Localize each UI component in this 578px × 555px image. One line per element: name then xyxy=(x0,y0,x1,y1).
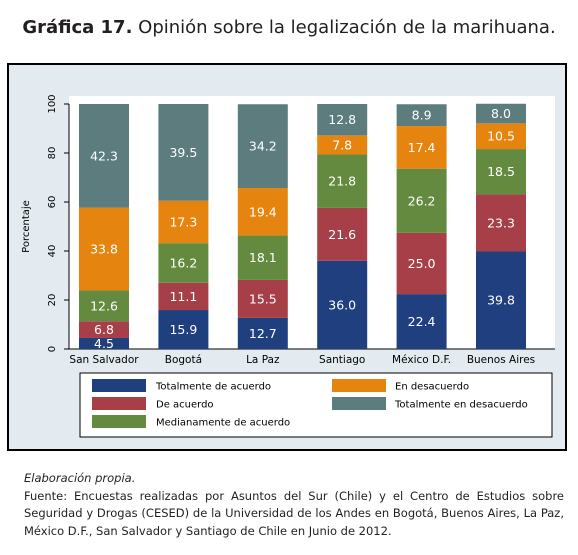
bar-medianamente-de-acuerdo-san-salvador xyxy=(79,290,129,322)
bar-totalmente-de-acuerdo-buenos-aires xyxy=(476,251,526,349)
x-tick-label: Santiago xyxy=(319,354,365,366)
bar-en-desacuerdo-buenos-aires xyxy=(476,123,526,150)
data-label: 15.5 xyxy=(249,291,277,306)
y-tick-label: 80 xyxy=(47,147,58,160)
legend-swatch-de-acuerdo xyxy=(92,397,146,410)
legend-swatch-totalmente-en-desacuerdo xyxy=(332,397,386,410)
data-label: 19.4 xyxy=(249,204,277,219)
legend-swatch-en-desacuerdo xyxy=(332,379,386,392)
bar-totalmente-de-acuerdo-santiago xyxy=(317,260,368,349)
elaboration-note: Elaboración propia. xyxy=(24,471,136,485)
bar-de-acuerdo-la-paz xyxy=(237,279,288,318)
stacked-bar-chart: 0 20 40 60 80 100 Porcentaje 4.56.8 12.6 33.8 42.3… xyxy=(21,94,555,438)
plot-area xyxy=(69,96,555,349)
data-label: 33.8 xyxy=(90,242,118,257)
chart-frame: 0 20 40 60 80 100 Porcentaje 4.5 6.8 12.6 33.8 42.3… xyxy=(7,63,567,451)
bar-totalmente-de-acuerdo-la-paz xyxy=(237,317,288,349)
data-label: 21.8 xyxy=(328,174,356,189)
data-label: 17.3 xyxy=(169,214,197,229)
y-tick-label: 20 xyxy=(47,294,58,307)
legend-label-totalmente-en-desacuerdo: Totalmente en desacuerdo xyxy=(394,400,528,411)
bar-totalmente-en-desacuerdo-mexico-d-f xyxy=(396,104,447,127)
y-axis-title: Porcentaje xyxy=(21,200,32,253)
bar-totalmente-en-desacuerdo-san-salvador xyxy=(79,104,129,208)
y-tick-label: 40 xyxy=(47,245,58,258)
data-label: 7.8 xyxy=(332,137,352,152)
data-label: 16.2 xyxy=(169,256,197,271)
bar-en-desacuerdo-san-salvador xyxy=(79,207,129,291)
data-label: 23.3 xyxy=(487,215,515,230)
figure-title: Gráfica 17. Opinión sobre la legalizació… xyxy=(0,17,578,38)
bar-de-acuerdo-bogota xyxy=(158,282,209,311)
bar-totalmente-de-acuerdo-bogota xyxy=(158,310,209,349)
data-label: 12.6 xyxy=(90,298,118,313)
figure-footer: Elaboración propia. Fuente: Encuestas re… xyxy=(24,470,564,540)
legend-swatch-totalmente-de-acuerdo xyxy=(92,379,146,392)
data-label: 21.6 xyxy=(328,227,356,242)
bar-de-acuerdo-mexico-d-f xyxy=(396,232,447,295)
bar-totalmente-en-desacuerdo-bogota xyxy=(158,104,209,201)
data-label: 17.4 xyxy=(408,140,436,155)
bar-totalmente-en-desacuerdo-buenos-aires xyxy=(476,103,526,124)
bar-en-desacuerdo-mexico-d-f xyxy=(396,126,447,169)
bar-medianamente-de-acuerdo-bogota xyxy=(158,243,209,283)
x-tick-label: México D.F. xyxy=(392,354,451,366)
data-label: 36.0 xyxy=(328,297,356,312)
source-note: Fuente: Encuestas realizadas por Asuntos… xyxy=(24,488,564,538)
data-label: 11.1 xyxy=(169,289,197,304)
data-label: 39.5 xyxy=(169,145,197,160)
bar-de-acuerdo-san-salvador xyxy=(79,321,129,338)
data-label: 34.2 xyxy=(249,139,277,154)
data-label: 12.8 xyxy=(328,112,356,127)
bar-medianamente-de-acuerdo-buenos-aires xyxy=(476,149,526,195)
data-label: 4.5 xyxy=(94,336,114,351)
data-label: 6.8 xyxy=(94,322,114,337)
figure-number: Gráfica 17. xyxy=(22,17,133,38)
bar-de-acuerdo-buenos-aires xyxy=(476,194,526,252)
data-label: 10.5 xyxy=(487,129,515,144)
bar-en-desacuerdo-la-paz xyxy=(237,188,288,236)
data-label: 8.0 xyxy=(491,106,511,121)
x-tick-label: Buenos Aires xyxy=(467,354,535,366)
data-label: 12.7 xyxy=(249,326,277,341)
y-tick-label: 60 xyxy=(47,196,58,209)
y-tick-label: 100 xyxy=(47,94,58,113)
legend-swatch-medianamente-de-acuerdo xyxy=(92,415,146,428)
bar-totalmente-de-acuerdo-mexico-d-f xyxy=(396,294,447,349)
figure-title-text: Opinión sobre la legalización de la mari… xyxy=(138,17,556,38)
legend-label-totalmente-de-acuerdo: Totalmente de acuerdo xyxy=(155,382,271,393)
bar-en-desacuerdo-santiago xyxy=(317,135,368,155)
data-label: 18.1 xyxy=(249,250,277,265)
legend-label-de-acuerdo: De acuerdo xyxy=(156,400,214,411)
legend-box xyxy=(79,372,553,438)
bar-totalmente-de-acuerdo-san-salvador xyxy=(79,337,129,349)
bar-totalmente-en-desacuerdo-la-paz xyxy=(237,104,288,189)
chart-legend: Totalmente de acuerdo En desacuerdo De acu… xyxy=(79,372,553,438)
x-tick-label: San Salvador xyxy=(69,354,139,366)
data-label: 26.2 xyxy=(408,193,436,208)
data-label: 22.4 xyxy=(408,314,436,329)
bar-medianamente-de-acuerdo-la-paz xyxy=(237,235,288,280)
bar-medianamente-de-acuerdo-santiago xyxy=(317,154,368,208)
data-label: 39.8 xyxy=(487,293,515,308)
bar-totalmente-en-desacuerdo-santiago xyxy=(317,104,368,136)
x-tick-label: La Paz xyxy=(246,354,280,366)
bar-de-acuerdo-santiago xyxy=(317,207,368,261)
legend-label-en-desacuerdo: En desacuerdo xyxy=(395,382,469,393)
y-tick-label: 0 xyxy=(47,346,58,352)
data-label: 8.9 xyxy=(412,108,432,123)
data-label: 42.3 xyxy=(90,148,118,163)
data-label: 25.0 xyxy=(408,256,436,271)
legend-label-medianamente-de-acuerdo: Medianamente de acuerdo xyxy=(156,418,290,429)
data-label: 18.5 xyxy=(487,164,515,179)
bar-en-desacuerdo-bogota xyxy=(158,200,209,244)
bar-medianamente-de-acuerdo-mexico-d-f xyxy=(396,168,447,233)
data-label: 15.9 xyxy=(169,322,197,337)
x-tick-label: Bogotá xyxy=(165,354,202,366)
